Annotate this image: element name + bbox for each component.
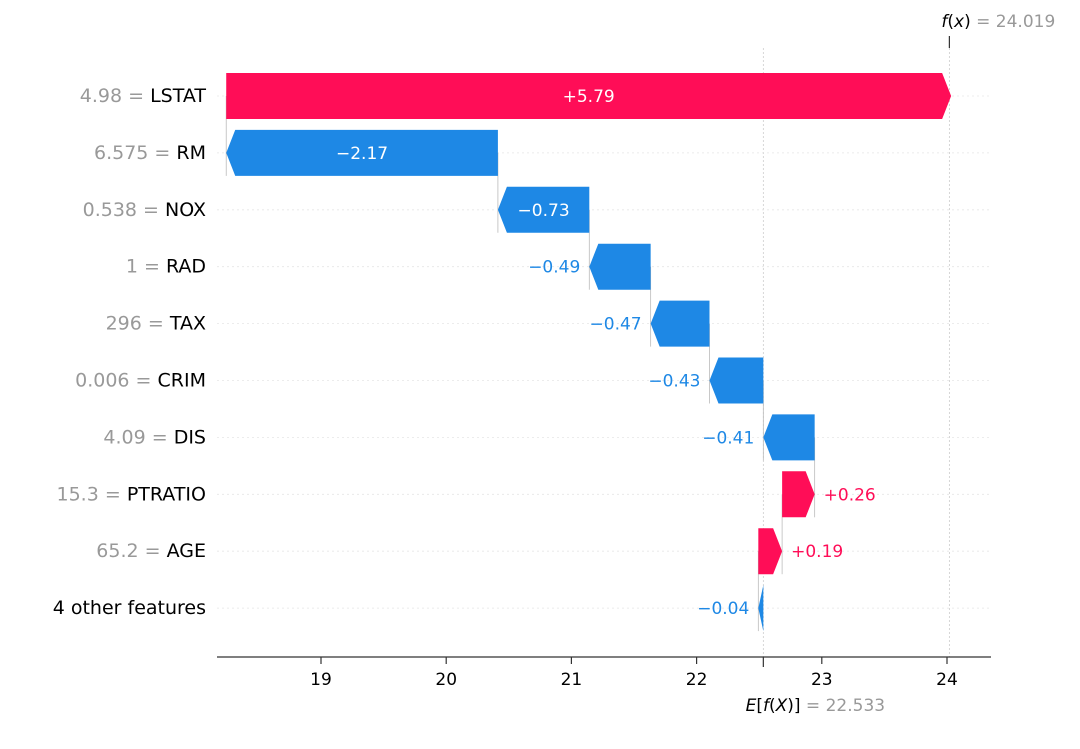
- feature-value: 296 =: [106, 313, 170, 335]
- x-tick-label: 22: [686, 670, 708, 690]
- x-tick-label: 21: [561, 670, 583, 690]
- feature-name: LSTAT: [150, 85, 206, 107]
- y-axis-labels: 4.98 = LSTAT 6.575 = RM 0.538 = NOX 1 = RAD…: [53, 85, 207, 619]
- ex-symbol-f: f: [763, 696, 772, 716]
- ex-bracket-close: ]: [794, 696, 801, 716]
- bar-lstat: [226, 73, 952, 119]
- fx-equals: =: [971, 12, 996, 32]
- bar-age: [758, 528, 783, 575]
- output-value-label: f(x) = 24.019: [941, 12, 1055, 32]
- feature-value: 4.09 =: [103, 426, 173, 448]
- x-tick-label: 24: [936, 670, 958, 690]
- feature-name: NOX: [165, 199, 206, 221]
- ex-var: X: [775, 696, 788, 716]
- fx-var: x: [953, 12, 965, 32]
- feature-label: 65.2 = AGE: [96, 540, 206, 562]
- feature-label: 0.006 = CRIM: [75, 370, 206, 392]
- feature-value: 65.2 =: [96, 540, 166, 562]
- feature-label: 4.09 = DIS: [103, 426, 206, 448]
- bar-ptratio: [782, 471, 815, 518]
- feature-label: 4.98 = LSTAT: [80, 85, 207, 107]
- bar-value-label: −0.73: [518, 201, 570, 221]
- fx-paren-open: (: [947, 12, 954, 32]
- bar-labels: +5.79 −2.17 −0.73 −0.49 −0.47 −0.43 −0.41 +0.26…: [336, 87, 876, 619]
- feature-name: AGE: [167, 540, 206, 562]
- feature-value: 6.575 =: [94, 142, 176, 164]
- bar-nox: [497, 186, 590, 233]
- guide-lines: [217, 48, 991, 657]
- bar-value-label: −0.47: [590, 315, 642, 335]
- feature-label: 296 = TAX: [106, 313, 206, 335]
- feature-name: CRIM: [158, 370, 206, 392]
- ex-bracket-open: [: [756, 696, 763, 716]
- feature-label: 6.575 = RM: [94, 142, 206, 164]
- feature-label: 0.538 = NOX: [83, 199, 206, 221]
- ex-paren-open: (: [769, 696, 776, 716]
- feature-label: 4 other features: [53, 597, 206, 619]
- bar-value-label: −0.49: [528, 258, 580, 278]
- feature-value: 0.006 =: [75, 370, 157, 392]
- x-axis-ticks: 19 20 21 22 23 24: [310, 657, 958, 690]
- x-tick-label: 23: [811, 670, 833, 690]
- fx-value: 24.019: [996, 12, 1055, 32]
- ex-equals: =: [801, 696, 826, 716]
- base-value-label: E[f(X)] = 22.533: [746, 696, 886, 716]
- feature-name: DIS: [174, 426, 206, 448]
- fx-symbol: f: [941, 12, 950, 32]
- bar-rad: [589, 243, 651, 290]
- bar-value-label: −0.04: [697, 599, 749, 619]
- bar-crim: [709, 357, 764, 404]
- feature-name: TAX: [169, 313, 206, 335]
- ex-paren-close: ): [787, 696, 794, 716]
- ex-symbol-e: E: [746, 696, 757, 716]
- feature-label: 1 = RAD: [126, 256, 206, 278]
- bar-value-label: +5.79: [563, 87, 615, 107]
- bar-value-label: −0.41: [702, 428, 754, 448]
- feature-name: RM: [176, 142, 206, 164]
- feature-name: 4 other features: [53, 597, 206, 619]
- feature-value: 1 =: [126, 256, 166, 278]
- feature-value: 4.98 =: [80, 85, 150, 107]
- bar-rm: [226, 129, 498, 176]
- feature-label: 15.3 = PTRATIO: [57, 483, 207, 505]
- bar-value-label: +0.19: [791, 542, 843, 562]
- bar-value-label: −0.43: [648, 372, 700, 392]
- x-tick-label: 20: [435, 670, 457, 690]
- x-tick-label: 19: [310, 670, 332, 690]
- feature-name: RAD: [166, 256, 206, 278]
- feature-value: 0.538 =: [83, 199, 165, 221]
- bar-dis: [763, 414, 815, 461]
- ex-value: 22.533: [826, 696, 885, 716]
- bar-tax: [650, 300, 710, 347]
- bar-value-label: +0.26: [824, 485, 876, 505]
- feature-name: PTRATIO: [127, 483, 206, 505]
- bars: [226, 73, 952, 632]
- bar-value-label: −2.17: [336, 144, 388, 164]
- fx-paren-close: ): [964, 12, 971, 32]
- bar-4-other-features: [758, 585, 764, 632]
- feature-value: 15.3 =: [57, 483, 127, 505]
